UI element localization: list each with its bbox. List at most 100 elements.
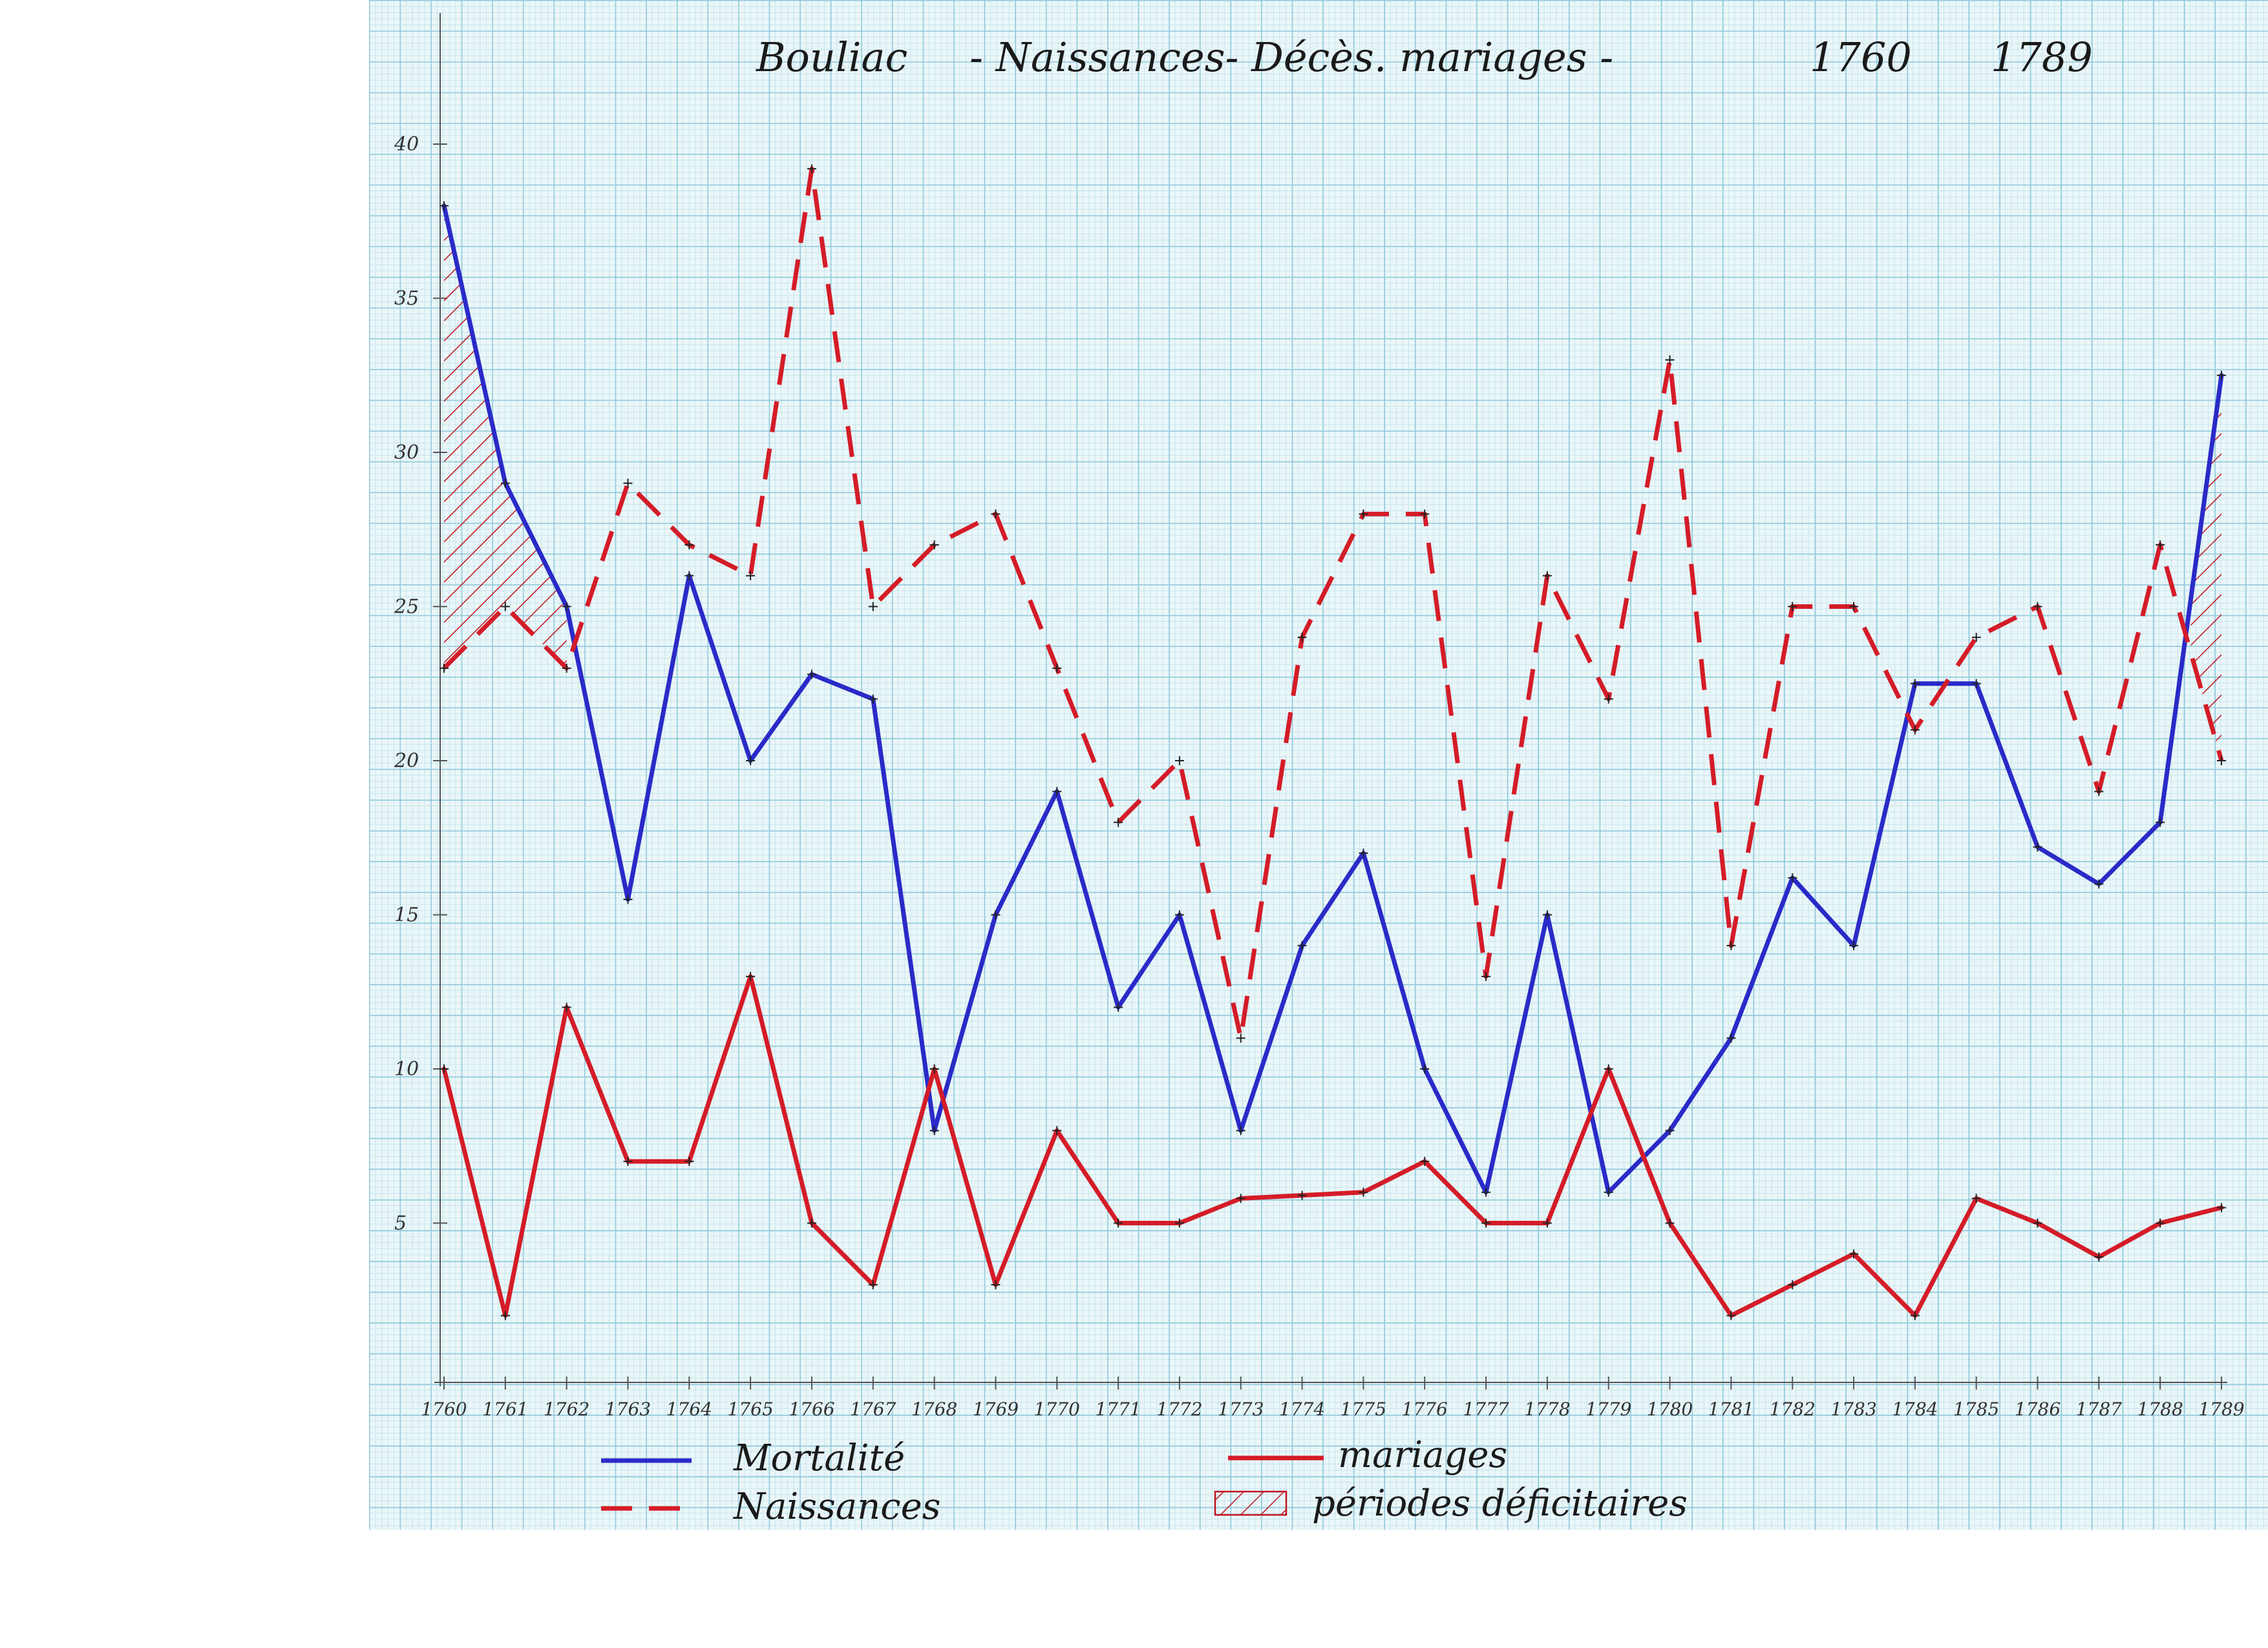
data-point-mariages <box>1849 1249 1859 1259</box>
data-point-mortalite <box>2094 879 2104 889</box>
data-point-mariages <box>1052 1126 1062 1136</box>
data-point-mariages <box>684 1157 694 1167</box>
deficit-hatch-area <box>2190 375 2221 761</box>
data-point-naissances <box>868 602 878 611</box>
data-point-naissances <box>1052 663 1062 673</box>
x-tick-label: 1789 <box>2198 1399 2244 1420</box>
data-point-naissances <box>623 478 633 488</box>
data-point-mortalite <box>1236 1126 1245 1136</box>
data-point-mortalite <box>929 1126 939 1136</box>
x-tick-label: 1780 <box>1647 1399 1693 1420</box>
data-point-mariages <box>1788 1280 1797 1289</box>
data-point-mortalite <box>1297 941 1307 951</box>
data-point-mortalite <box>562 602 571 611</box>
y-tick-label: 25 <box>394 596 419 618</box>
data-point-naissances <box>440 663 449 673</box>
data-point-mortalite <box>1052 787 1062 796</box>
data-point-mortalite <box>2033 842 2042 852</box>
data-point-naissances <box>562 663 571 673</box>
title-end-year: 1789 <box>1991 34 2093 81</box>
data-point-naissances <box>1114 818 1123 827</box>
data-point-naissances <box>1481 971 1491 981</box>
x-tick-label: 1772 <box>1156 1399 1202 1420</box>
y-tick-label: 40 <box>394 133 419 156</box>
data-point-naissances <box>1420 509 1430 519</box>
data-point-mortalite <box>1849 941 1859 951</box>
data-point-mortalite <box>1971 679 1981 688</box>
data-point-naissances <box>1604 694 1613 704</box>
legend-label-periodes-deficitaires: périodes déficitaires <box>1312 1483 1688 1525</box>
data-point-naissances <box>1236 1033 1245 1043</box>
data-point-naissances <box>500 602 510 611</box>
data-point-mortalite <box>1788 873 1797 883</box>
data-point-mariages <box>1420 1157 1430 1167</box>
x-tick-label: 1764 <box>666 1399 712 1420</box>
legend-swatch-deficit-hatch <box>1214 1490 1288 1516</box>
y-tick-label: 30 <box>394 441 419 464</box>
x-tick-label: 1788 <box>2137 1399 2183 1420</box>
graph-paper-sheet <box>369 0 2268 1530</box>
x-tick-label: 1770 <box>1034 1399 1080 1420</box>
data-point-naissances <box>1359 509 1368 519</box>
series-points <box>440 164 2226 1320</box>
data-point-mariages <box>1971 1194 1981 1203</box>
y-tick-label: 10 <box>394 1058 419 1081</box>
data-point-naissances <box>807 164 816 174</box>
data-point-mortalite <box>2217 370 2226 380</box>
y-tick-label: 35 <box>394 288 419 310</box>
data-point-naissances <box>1788 602 1797 611</box>
data-point-mortalite <box>1420 1064 1430 1073</box>
x-tick-label: 1771 <box>1095 1399 1141 1420</box>
x-tick-label: 1767 <box>850 1399 896 1420</box>
data-point-mariages <box>1542 1218 1552 1228</box>
x-tick-label: 1769 <box>973 1399 1019 1420</box>
legend-label-mariages: mariages <box>1338 1434 1507 1476</box>
data-point-mortalite <box>1481 1187 1491 1197</box>
data-point-naissances <box>1174 756 1184 765</box>
legend: Mortalité Naissances mariages périodes d… <box>601 1434 1688 1528</box>
data-point-naissances <box>1665 355 1675 364</box>
data-point-mariages <box>2156 1218 2165 1228</box>
data-point-mortalite <box>684 571 694 580</box>
data-point-naissances <box>1726 941 1736 951</box>
data-point-mariages <box>1236 1194 1245 1203</box>
data-point-mortalite <box>2156 818 2165 827</box>
data-point-mariages <box>2094 1252 2104 1262</box>
data-point-mariages <box>991 1280 1001 1289</box>
x-tick-label: 1768 <box>911 1399 957 1420</box>
deficit-hatch-areas <box>444 206 2221 761</box>
data-point-naissances <box>929 540 939 550</box>
data-point-mariages <box>1174 1218 1184 1228</box>
x-tick-label: 1774 <box>1279 1399 1325 1420</box>
data-point-mariages <box>1359 1187 1368 1197</box>
deficit-hatch-area <box>444 206 567 668</box>
data-point-naissances <box>2094 787 2104 796</box>
y-tick-label: 20 <box>394 750 419 772</box>
data-point-mariages <box>2217 1203 2226 1212</box>
data-point-mortalite <box>1174 910 1184 920</box>
data-point-mortalite <box>746 756 756 765</box>
series-line-mariages <box>441 974 2224 1318</box>
data-point-mariages <box>1297 1190 1307 1200</box>
data-point-naissances <box>1910 725 1920 735</box>
data-point-mariages <box>868 1280 878 1289</box>
data-point-naissances <box>2217 756 2226 765</box>
x-tick-label: 1775 <box>1341 1399 1386 1420</box>
data-point-mortalite <box>1542 910 1552 920</box>
data-point-mortalite <box>991 910 1001 920</box>
data-point-mortalite <box>807 670 816 679</box>
x-tick-label: 1776 <box>1402 1399 1448 1420</box>
data-point-mortalite <box>623 894 633 904</box>
legend-label-mortalite: Mortalité <box>733 1437 905 1479</box>
data-point-mariages <box>1665 1218 1675 1228</box>
data-point-mortalite <box>1665 1126 1675 1136</box>
data-point-naissances <box>684 540 694 550</box>
data-point-mariages <box>1604 1064 1613 1073</box>
data-point-mariages <box>2033 1218 2042 1228</box>
data-point-mariages <box>929 1064 939 1073</box>
data-point-mariages <box>1481 1218 1491 1228</box>
x-tick-label: 1765 <box>728 1399 774 1420</box>
data-point-mariages <box>1114 1218 1123 1228</box>
x-tick-label: 1786 <box>2015 1399 2061 1420</box>
x-tick-label: 1760 <box>421 1399 467 1420</box>
